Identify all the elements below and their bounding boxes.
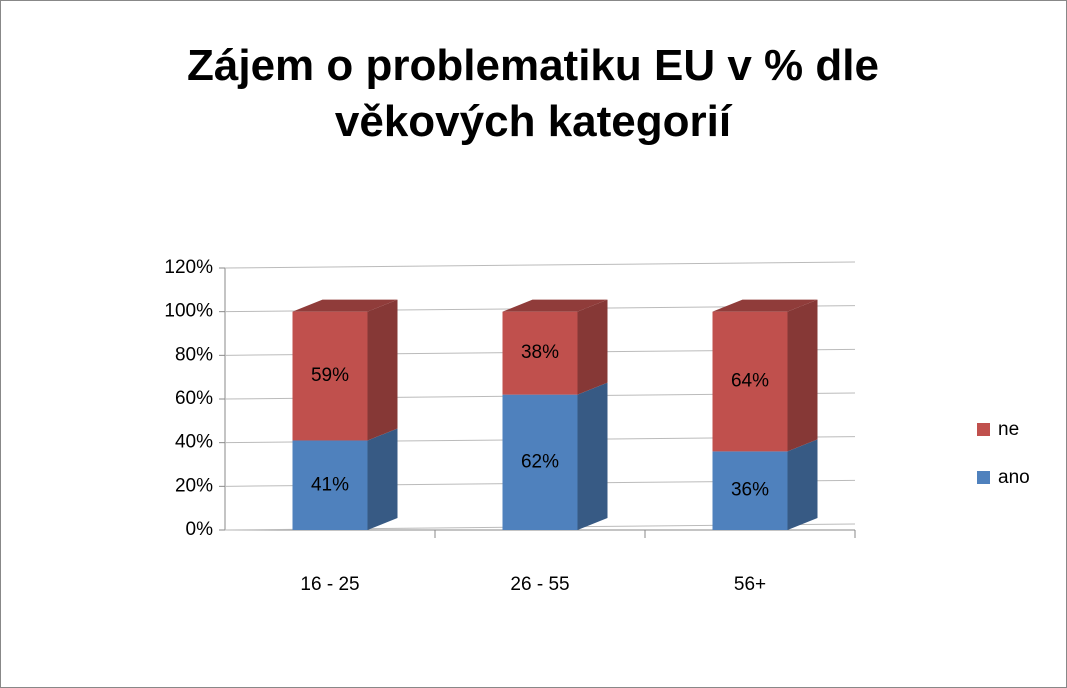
bar-side [367, 428, 398, 530]
chart-title: Zájem o problematiku EU v % dle věkových… [187, 41, 879, 146]
data-label: 38% [521, 342, 559, 363]
data-label: 36% [731, 480, 769, 501]
grid-line [224, 261, 856, 269]
x-tick-label: 56+ [734, 574, 766, 595]
bar-segment [712, 311, 788, 452]
legend-label: ano [998, 467, 1030, 488]
data-label: 62% [521, 451, 559, 472]
bar-top [712, 299, 818, 312]
legend-swatch [977, 423, 990, 436]
bar-side [787, 299, 818, 452]
y-tick-label: 40% [175, 432, 213, 453]
bar-top [292, 299, 398, 312]
y-tick-label: 100% [164, 301, 213, 322]
legend-label: ne [998, 419, 1019, 440]
bar-segment [292, 311, 368, 441]
bar-segment [502, 394, 578, 530]
bar-segment [292, 440, 368, 530]
y-tick-label: 20% [175, 475, 213, 496]
data-label: 41% [311, 474, 349, 495]
bar-side [787, 439, 818, 530]
y-tick-label: 120% [164, 257, 213, 278]
x-tick-label: 16 - 25 [300, 574, 359, 595]
bar-side [367, 299, 398, 441]
x-tick-label: 26 - 55 [510, 574, 569, 595]
y-tick-label: 80% [175, 344, 213, 365]
bar-top [502, 299, 608, 312]
data-label: 59% [311, 365, 349, 386]
bar-segment [502, 311, 578, 395]
bar-side [577, 382, 608, 530]
bar-side [577, 299, 608, 395]
y-tick-label: 0% [186, 519, 214, 540]
y-tick-label: 60% [175, 388, 213, 409]
data-label: 64% [731, 371, 769, 392]
legend-swatch [977, 471, 990, 484]
bar-segment [712, 451, 788, 530]
